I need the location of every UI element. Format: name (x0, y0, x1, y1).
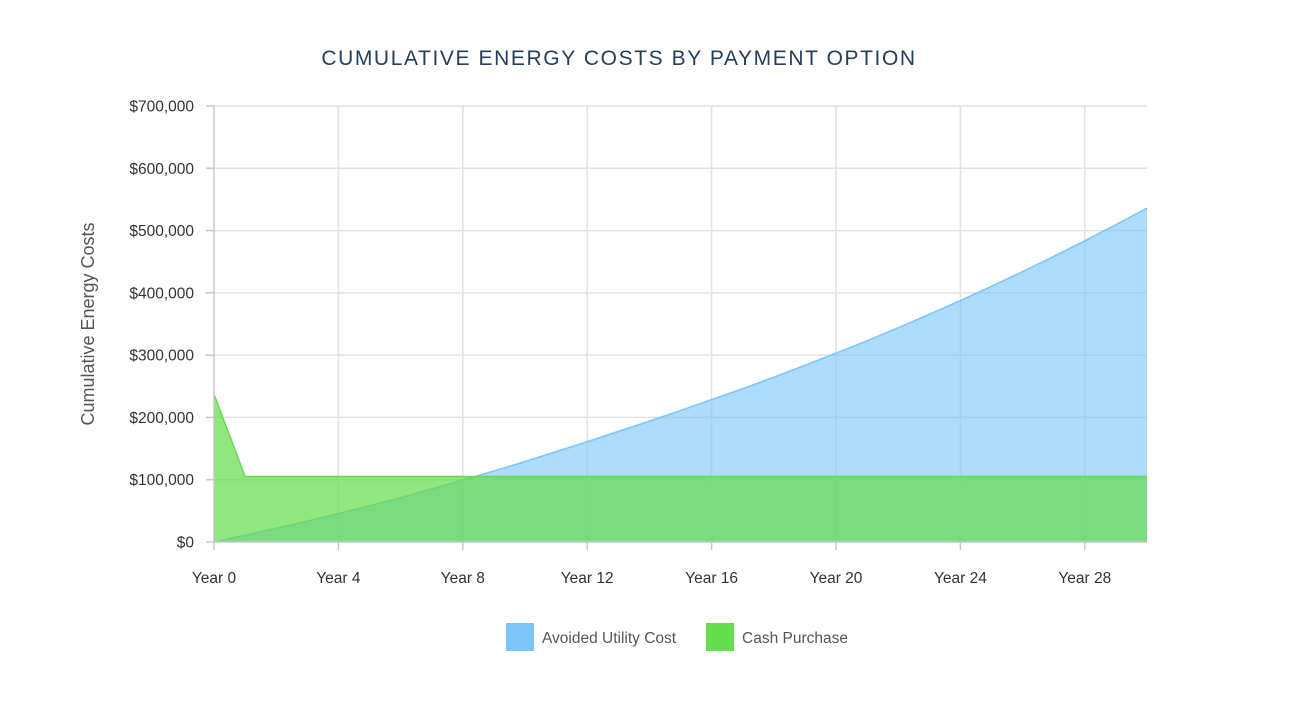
y-axis-label: Cumulative Energy Costs (78, 222, 98, 425)
x-tick-label: Year 8 (441, 570, 485, 587)
area-avoided-utility-cost (214, 208, 1147, 542)
legend-swatch-cash-purchase[interactable] (706, 623, 734, 651)
legend-swatch-avoided-utility-cost[interactable] (506, 623, 534, 651)
chart-title: CUMULATIVE ENERGY COSTS BY PAYMENT OPTIO… (321, 47, 916, 70)
x-tick-label: Year 20 (810, 570, 863, 587)
y-tick-label: $0 (177, 535, 195, 552)
x-axis-ticks: Year 0 Year 4 Year 8 Year 12 Year 16 Year 20 Y… (192, 570, 1111, 587)
y-tick-label: $600,000 (129, 161, 194, 178)
y-tick-label: $200,000 (129, 410, 194, 427)
x-tick-label: Year 4 (316, 570, 361, 587)
y-tick-label: $700,000 (129, 99, 194, 116)
legend-label-cash-purchase[interactable]: Cash Purchase (742, 630, 848, 647)
x-tick-label: Year 16 (685, 570, 738, 587)
y-tick-label: $300,000 (129, 348, 194, 365)
y-tick-label: $400,000 (129, 285, 194, 302)
legend: Avoided Utility Cost Cash Purchase (506, 623, 848, 651)
y-tick-label: $500,000 (129, 223, 194, 240)
legend-label-avoided-utility-cost[interactable]: Avoided Utility Cost (542, 630, 677, 647)
x-tick-label: Year 12 (561, 570, 614, 587)
x-tick-label: Year 28 (1058, 570, 1111, 587)
series-areas (213, 207, 1148, 543)
y-axis-ticks: $0 $100,000 $200,000 $300,000 $400,000 $500,0… (129, 99, 194, 552)
x-tick-label: Year 24 (934, 570, 987, 587)
axes (206, 105, 1147, 550)
y-tick-label: $100,000 (129, 472, 194, 489)
x-tick-label: Year 0 (192, 570, 237, 587)
area-cash-purchase (214, 394, 1147, 542)
line-cash-purchase (213, 394, 1147, 478)
